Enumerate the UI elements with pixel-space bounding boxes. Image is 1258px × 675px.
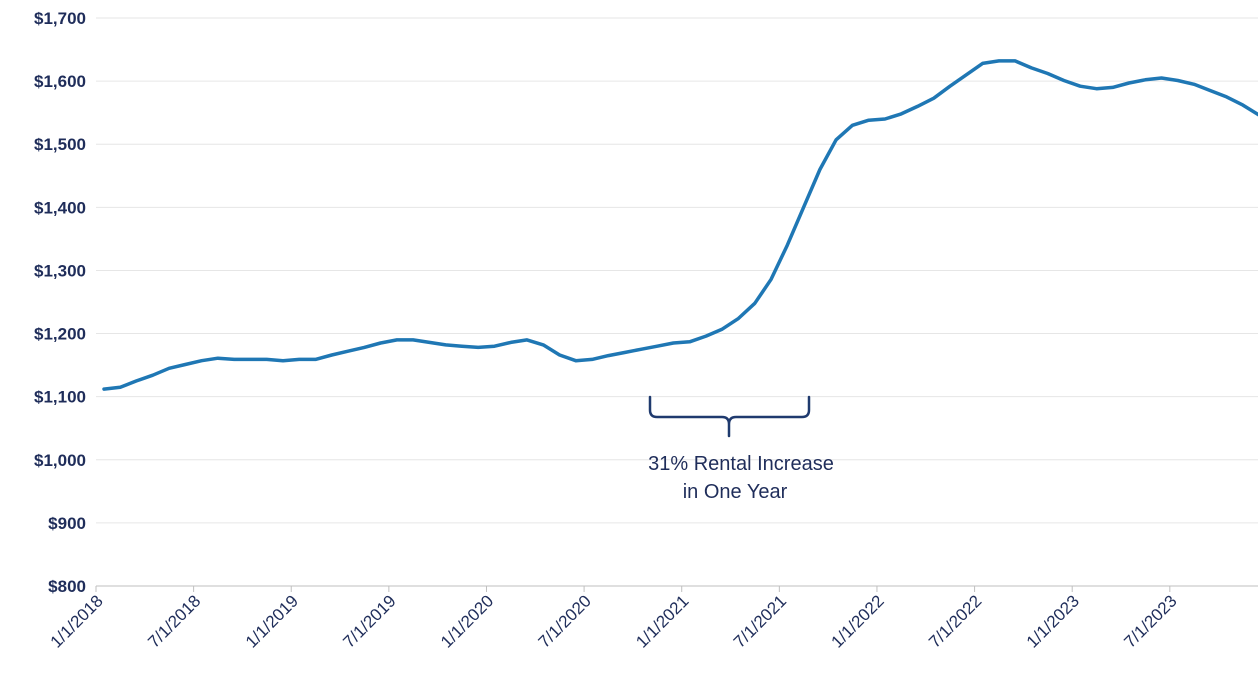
y-tick-label: $1,200 — [34, 325, 86, 344]
x-axis: 1/1/2018 7/1/2018 1/1/2019 7/1/2019 1/1/2020… — [47, 585, 1258, 652]
y-tick-label: $800 — [48, 577, 86, 596]
annotation-rental-increase: 31% Rental Increase in One Year — [648, 395, 834, 503]
annotation-brace — [648, 395, 811, 438]
y-tick-label: $1,700 — [34, 9, 86, 28]
y-axis-ticks: $800 $900 $1,000 $1,100 $1,200 $1,300 $1,400 $1… — [34, 9, 86, 596]
y-tick-label: $1,600 — [34, 72, 86, 91]
annotation-line-1: 31% Rental Increase — [648, 453, 834, 475]
x-tick-label: 7/1/2018 — [144, 591, 204, 651]
x-tick-label: 1/1/2020 — [437, 591, 497, 651]
x-tick-label: 1/1/2022 — [828, 591, 888, 651]
y-tick-label: $900 — [48, 514, 86, 533]
y-tick-label: $1,100 — [34, 388, 86, 407]
gridlines — [96, 17, 1258, 524]
x-tick-label: 7/1/2019 — [339, 591, 399, 651]
y-tick-label: $1,500 — [34, 135, 86, 154]
x-tick-label: 1/1/2023 — [1023, 591, 1083, 651]
x-tick-label: 1/1/2018 — [47, 591, 107, 651]
x-tick-label: 7/1/2022 — [925, 591, 985, 651]
y-tick-label: $1,300 — [34, 261, 86, 280]
x-tick-label: 7/1/2021 — [730, 591, 790, 651]
y-tick-label: $1,400 — [34, 198, 86, 217]
y-tick-label: $1,000 — [34, 451, 86, 470]
x-tick-label: 7/1/2020 — [535, 591, 595, 651]
x-tick-label: 1/1/2019 — [242, 591, 302, 651]
x-tick-label: 1/1/2021 — [632, 591, 692, 651]
x-tick-label: 7/1/2023 — [1120, 591, 1180, 651]
annotation-line-2: in One Year — [683, 481, 788, 503]
series-line — [102, 59, 1258, 391]
